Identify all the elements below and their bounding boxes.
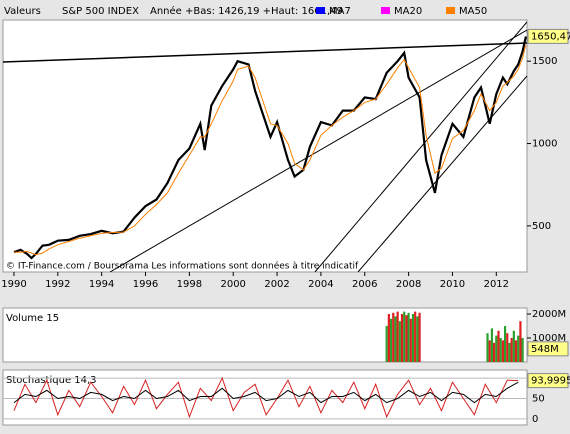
volume-bar bbox=[385, 326, 388, 362]
volume-bar bbox=[486, 333, 489, 362]
volume-bar bbox=[512, 330, 515, 362]
x-tick-label: 2002 bbox=[264, 279, 289, 290]
x-tick-label: 1994 bbox=[89, 279, 114, 290]
x-tick-label: 2000 bbox=[220, 279, 245, 290]
y-tick-label: 500 bbox=[532, 221, 551, 232]
volume-bar bbox=[508, 342, 511, 362]
volume-bar bbox=[488, 340, 491, 362]
instrument-name: S&P 500 INDEX bbox=[62, 6, 139, 17]
x-tick-label: 2010 bbox=[440, 279, 465, 290]
legend-label: MA50 bbox=[459, 6, 487, 17]
series-line bbox=[13, 36, 527, 260]
stochastic-panel bbox=[2, 369, 528, 426]
volume-bar bbox=[409, 318, 412, 362]
y-tick-label: 50 bbox=[532, 394, 545, 405]
x-tick-label: 1998 bbox=[177, 279, 202, 290]
y-tick-label: 0 bbox=[532, 414, 538, 425]
volume-title: Volume 15 bbox=[6, 313, 59, 324]
volume-bar bbox=[506, 333, 509, 362]
volume-bar bbox=[490, 328, 494, 362]
volume-bar bbox=[407, 312, 410, 362]
volume-bar bbox=[495, 335, 498, 362]
volume-bar bbox=[396, 311, 399, 362]
y-tick-label: 2000M bbox=[532, 309, 566, 320]
stochastic-title: Stochastique 14,3 bbox=[6, 375, 97, 386]
volume-bar bbox=[403, 311, 406, 362]
volume-bar bbox=[414, 311, 417, 362]
footnote: © IT-Finance.com / Boursorama Les inform… bbox=[6, 261, 359, 272]
trend-line bbox=[109, 29, 527, 272]
volume-bar bbox=[398, 321, 401, 362]
legend-swatch bbox=[446, 7, 455, 14]
series-line bbox=[13, 376, 519, 419]
volume-bar bbox=[503, 326, 507, 362]
series-line bbox=[13, 381, 519, 404]
x-tick-label: 2012 bbox=[484, 279, 509, 290]
x-tick-label: 1996 bbox=[133, 279, 158, 290]
volume-bar bbox=[519, 321, 522, 362]
last-value-label: 548M bbox=[531, 344, 559, 355]
range-text: Année +Bas: 1426,19 +Haut: 1661,49 bbox=[150, 5, 343, 17]
price-panel bbox=[2, 19, 528, 273]
volume-bar bbox=[497, 330, 500, 362]
y-tick-label: 1500 bbox=[532, 56, 557, 67]
y-tick-label: 1000M bbox=[532, 333, 566, 344]
volume-bar bbox=[510, 338, 513, 362]
legend-swatch bbox=[381, 7, 390, 14]
volume-bar bbox=[400, 314, 404, 362]
x-tick-label: 2008 bbox=[396, 279, 421, 290]
series-line bbox=[14, 44, 527, 256]
last-value-box bbox=[527, 341, 569, 357]
y-tick-label: 1000 bbox=[532, 139, 557, 150]
legend-label: MA20 bbox=[394, 6, 422, 17]
volume-bar bbox=[499, 338, 502, 362]
volume-bar bbox=[394, 316, 397, 362]
volume-bar bbox=[416, 316, 419, 362]
volume-bar bbox=[392, 312, 395, 362]
legend-swatch bbox=[316, 7, 325, 14]
x-tick-label: 2004 bbox=[308, 279, 333, 290]
volume-bar bbox=[517, 335, 520, 362]
volume-bar bbox=[514, 340, 518, 362]
header-label: Valeurs bbox=[4, 6, 41, 17]
volume-bar bbox=[493, 342, 496, 362]
trend-lines bbox=[3, 21, 527, 272]
volume-bar bbox=[387, 314, 390, 362]
trend-line bbox=[357, 75, 527, 272]
volume-bar bbox=[521, 338, 524, 362]
volume-bar bbox=[405, 315, 408, 362]
volume-bar bbox=[389, 318, 393, 362]
last-value-label: 1650,47 bbox=[531, 31, 570, 42]
volume-bar bbox=[418, 312, 421, 362]
last-value-box bbox=[527, 28, 569, 44]
last-value-box bbox=[527, 373, 569, 389]
last-value-label: 93,9995 bbox=[531, 376, 570, 387]
trend-line bbox=[314, 21, 527, 272]
volume-bar bbox=[501, 340, 504, 362]
x-tick-label: 1992 bbox=[45, 279, 70, 290]
x-tick-label: 2006 bbox=[352, 279, 377, 290]
volume-panel bbox=[2, 307, 528, 363]
volume-bar bbox=[411, 314, 415, 362]
legend-label: MA7 bbox=[329, 6, 351, 17]
x-tick-label: 1990 bbox=[1, 279, 26, 290]
trend-line bbox=[3, 42, 527, 63]
